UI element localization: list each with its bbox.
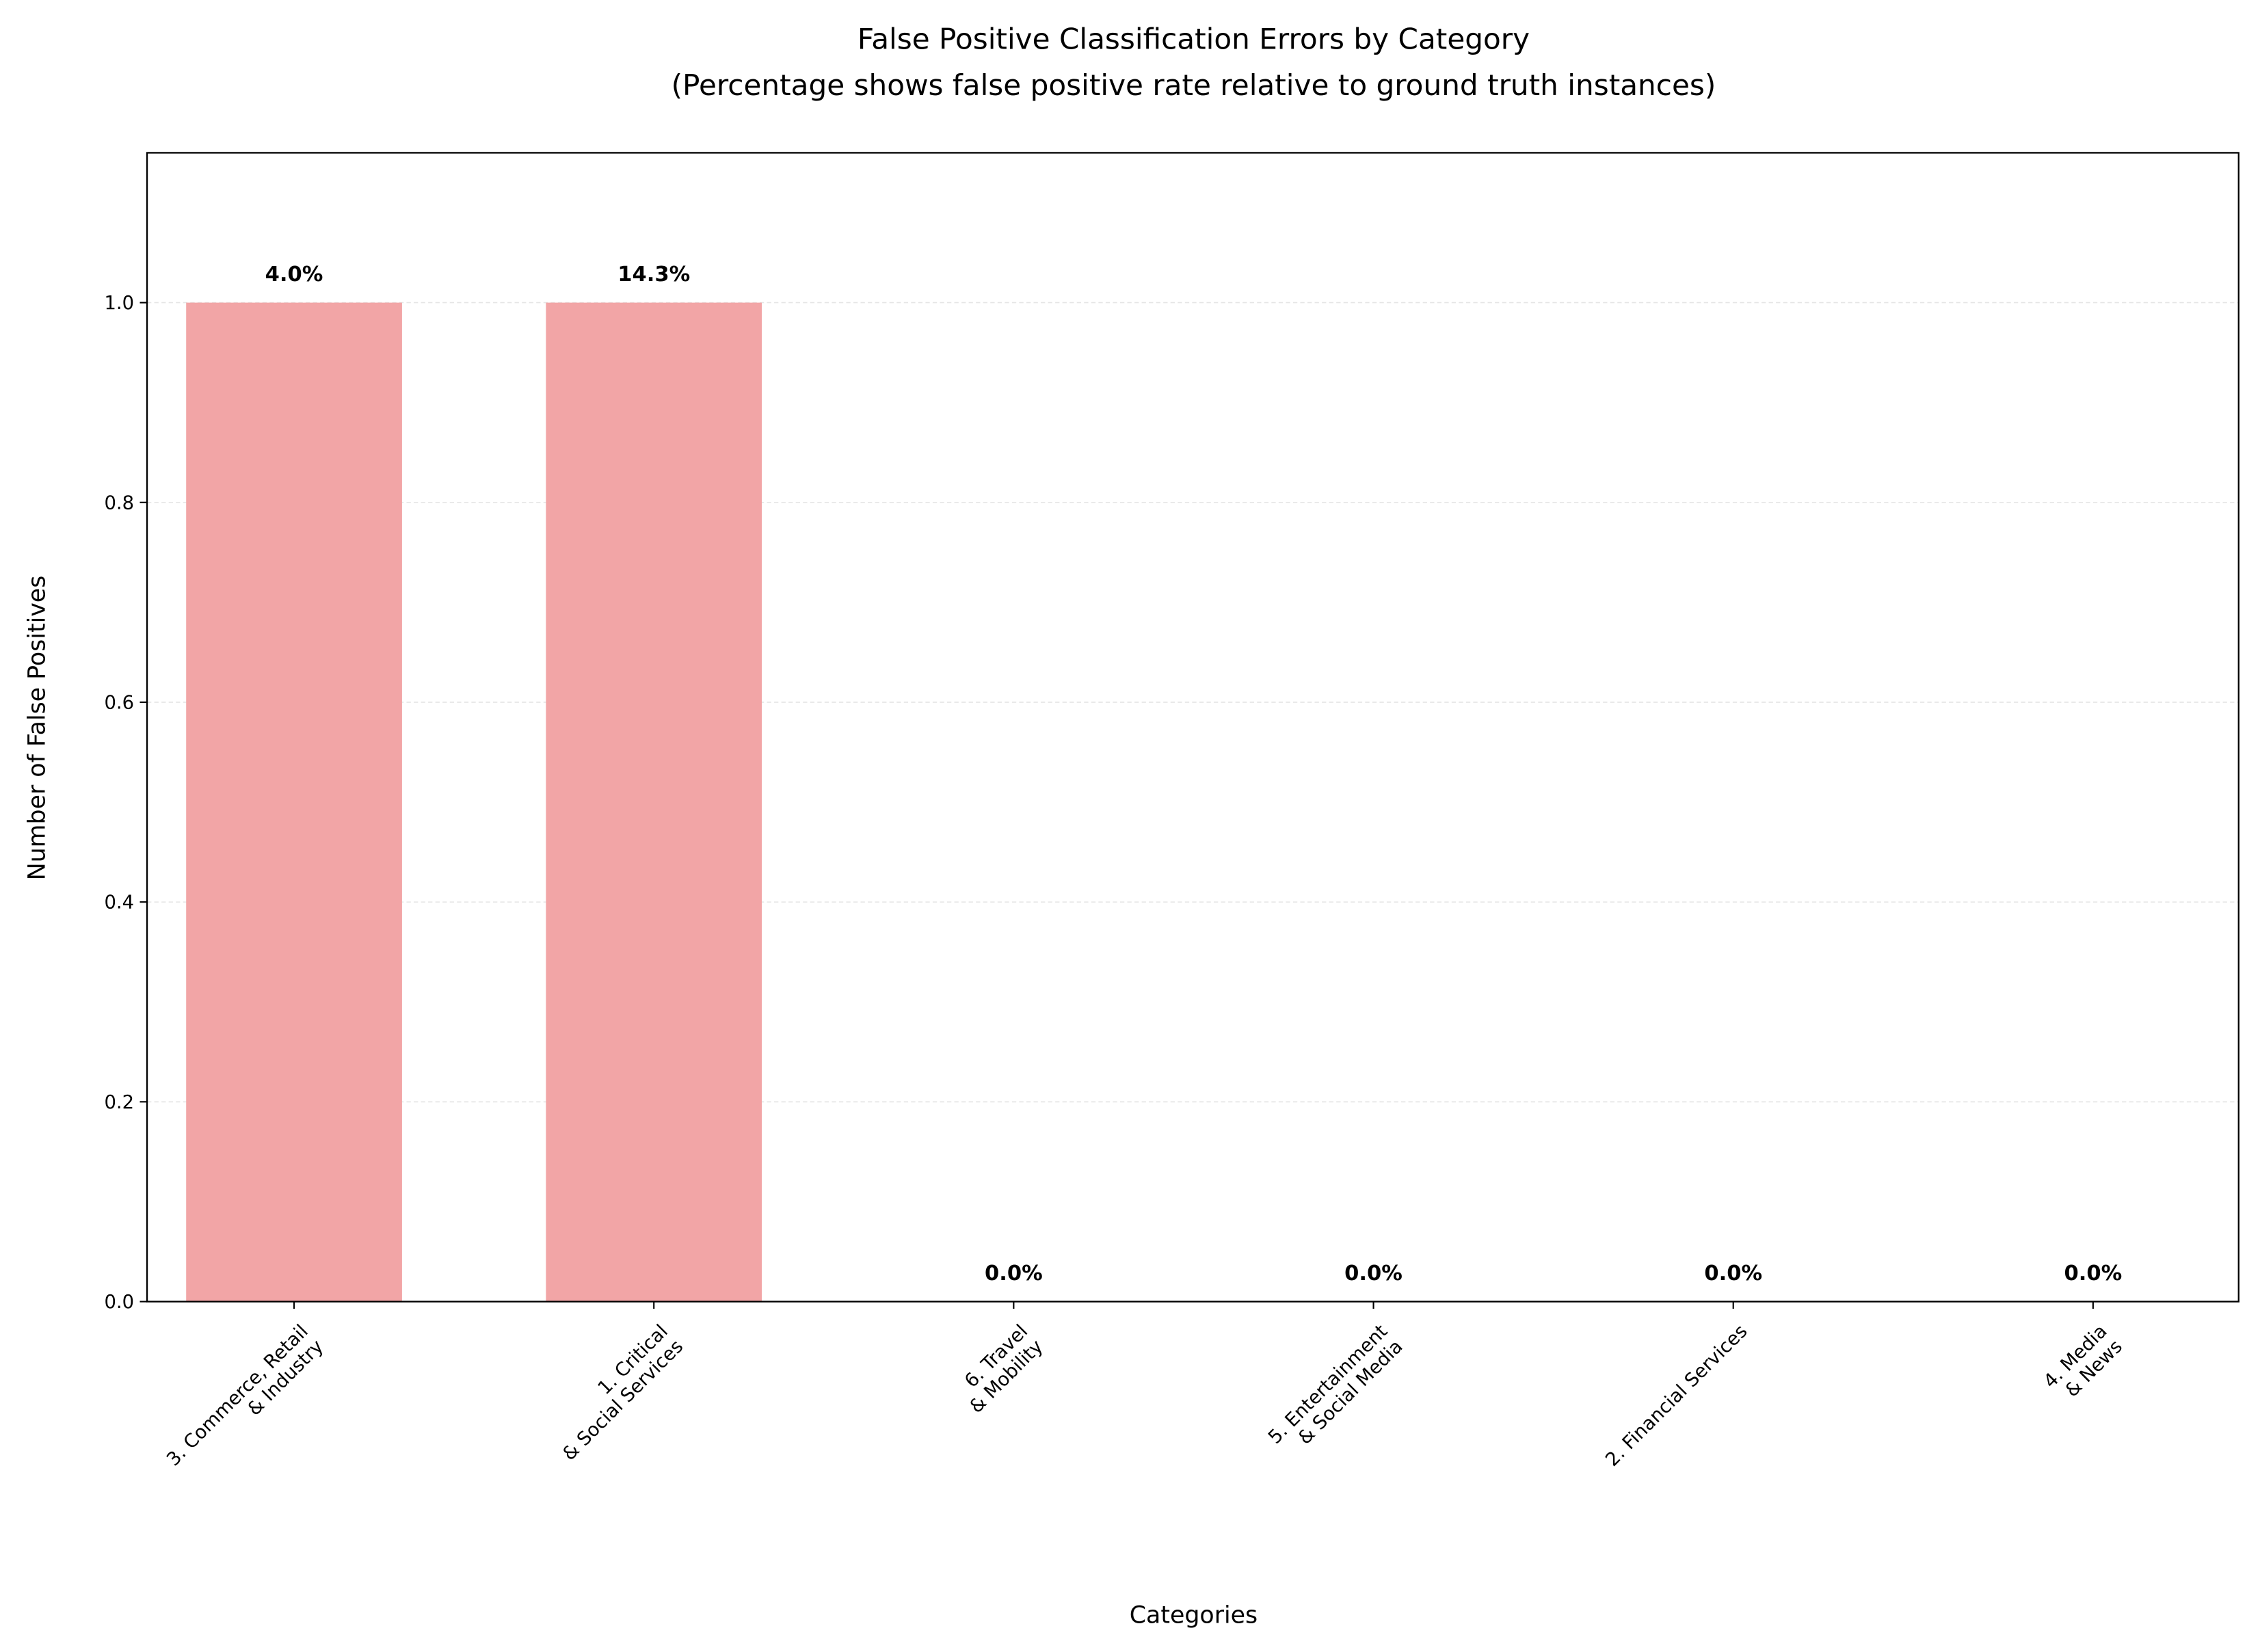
x-tick-label: 1. Critical& Social Services	[544, 1321, 688, 1465]
y-tick-label: 0.2	[105, 1092, 135, 1113]
value-label: 0.0%	[1704, 1262, 1762, 1285]
value-label: 0.0%	[1344, 1262, 1402, 1285]
value-label: 14.3%	[617, 263, 690, 287]
value-label: 4.0%	[265, 263, 323, 287]
y-tick-label: 0.0	[105, 1292, 135, 1313]
x-tick-label: 5. Entertainment& Social Media	[1264, 1320, 1407, 1463]
value-label: 0.0%	[2064, 1262, 2122, 1285]
y-tick-label: 0.6	[105, 692, 135, 713]
x-tick-label: 3. Commerce, Retail& Industry	[163, 1321, 328, 1486]
plot-frame	[146, 152, 2239, 1303]
y-axis-label: Number of False Positives	[23, 576, 51, 881]
x-tick-label: 2. Financial Services	[1601, 1321, 1751, 1471]
value-label: 0.0%	[985, 1262, 1043, 1285]
chart-subtitle: (Percentage shows false positive rate re…	[672, 68, 1716, 102]
chart-title: False Positive Classification Errors by …	[858, 23, 1530, 56]
x-tick-label: 6. Travel& Mobility	[950, 1321, 1048, 1418]
y-tick-label: 0.4	[105, 892, 135, 914]
bar	[186, 302, 402, 1302]
y-tick-label: 0.8	[105, 492, 135, 514]
x-axis-label: Categories	[1130, 1602, 1258, 1629]
y-tick-label: 1.0	[105, 293, 135, 314]
bar	[546, 302, 762, 1302]
x-tick-label: 4. Media& News	[2040, 1321, 2127, 1408]
